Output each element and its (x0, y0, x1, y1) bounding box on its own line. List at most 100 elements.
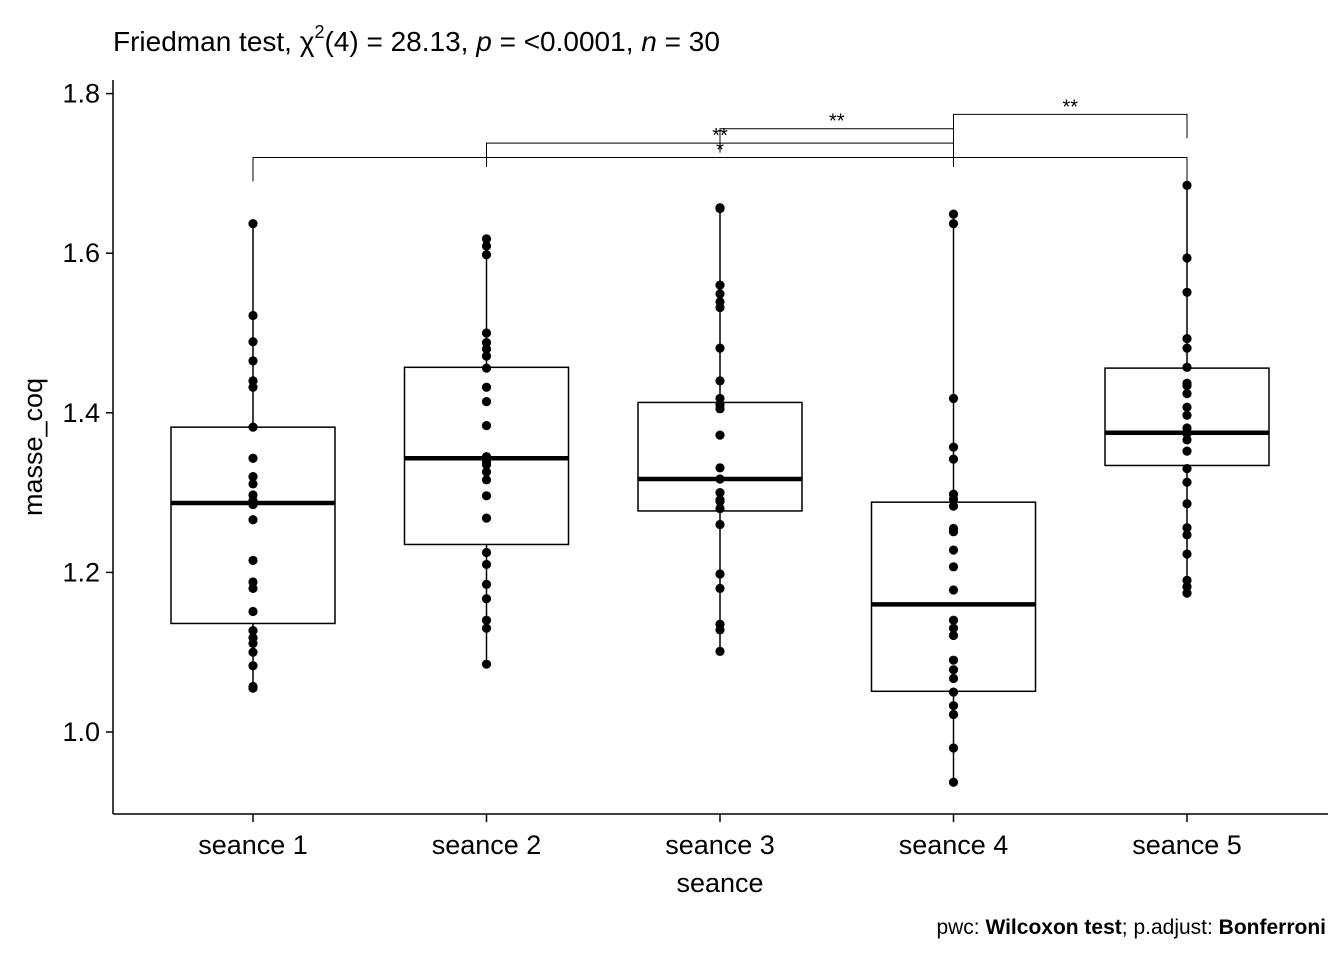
data-point (248, 382, 258, 392)
comparison-bracket (953, 113, 1188, 139)
data-point (481, 579, 492, 589)
data-point (715, 569, 725, 579)
data-point (248, 310, 258, 321)
data-point (248, 453, 258, 463)
data-point (948, 442, 959, 452)
data-point (948, 615, 959, 625)
data-point (1182, 575, 1192, 585)
data-point (248, 555, 258, 566)
data-point (715, 302, 725, 313)
data-point (948, 623, 959, 633)
data-point (1182, 428, 1192, 439)
comparison-bracket (252, 156, 1188, 182)
caption-adjust-method: Bonferroni (1219, 916, 1326, 939)
y-axis-title: masse_coq (18, 378, 48, 516)
y-axis-ticks: 1.0 1.2 1.4 1.6 1.8 (62, 79, 113, 747)
data-point (715, 289, 725, 299)
title-n-symbol: n (641, 26, 657, 57)
comparison-label: ** (829, 111, 845, 133)
data-point (715, 488, 725, 498)
data-point (948, 673, 959, 684)
x-axis-title: seance (676, 868, 763, 898)
chart-title: Friedman test, χ2(4) = 28.13, p = <0.000… (113, 22, 720, 57)
data-point (248, 356, 258, 366)
data-point (481, 594, 492, 604)
data-point (715, 474, 725, 484)
data-point (481, 382, 492, 392)
data-point (948, 494, 959, 504)
data-point (481, 460, 492, 470)
data-point (481, 328, 492, 338)
data-point (948, 501, 959, 511)
data-point (1182, 381, 1192, 391)
title-prefix: Friedman test, (113, 26, 300, 57)
comparison-bracket (719, 128, 954, 153)
data-point (481, 547, 492, 558)
y-tick-label: 1.8 (62, 79, 100, 109)
data-point (1182, 389, 1192, 399)
plot-area (170, 180, 1270, 787)
title-p-symbol: p (475, 26, 492, 57)
data-point (481, 420, 492, 431)
data-point (248, 472, 258, 482)
title-chi-superscript: 2 (314, 22, 324, 42)
data-point (248, 499, 258, 510)
data-point (1182, 180, 1192, 190)
caption-pwc-label: pwc: (936, 916, 985, 939)
data-point (948, 709, 959, 720)
title-p-value: = <0.0001, (492, 26, 641, 57)
data-point (715, 503, 725, 514)
data-point (715, 583, 725, 593)
x-axis-ticks: seance 1 seance 2 seance 3 seance 4 seance 5 (198, 814, 1242, 860)
data-point (948, 687, 959, 697)
data-point (948, 743, 959, 753)
data-point (248, 422, 258, 432)
data-point (1182, 549, 1192, 559)
data-point (1182, 410, 1192, 420)
data-point (948, 585, 959, 595)
data-point (481, 241, 492, 251)
x-tick-label: seance 2 (432, 830, 542, 860)
data-point (248, 577, 258, 587)
data-point (948, 219, 959, 229)
caption-separator: ; p.adjust: (1122, 916, 1219, 939)
data-point (715, 463, 725, 473)
data-point (248, 647, 258, 657)
data-point (481, 513, 492, 523)
data-point (1182, 530, 1192, 540)
data-point (481, 344, 492, 354)
data-point (481, 337, 492, 348)
x-tick-label: seance 4 (899, 830, 1009, 860)
data-point (248, 376, 258, 386)
data-point (715, 343, 725, 353)
data-point (481, 623, 492, 633)
data-point (1182, 287, 1192, 297)
data-point (481, 659, 492, 669)
data-point (1182, 402, 1192, 412)
data-point (948, 209, 959, 219)
data-point (1182, 362, 1192, 372)
y-tick-label: 1.0 (62, 717, 100, 747)
data-point (948, 393, 959, 404)
data-point (715, 625, 725, 635)
data-point (481, 234, 492, 244)
data-point (248, 337, 258, 347)
y-tick-label: 1.6 (62, 238, 100, 268)
data-point (1182, 582, 1192, 592)
title-n-value: = 30 (657, 26, 720, 57)
data-point (948, 701, 959, 711)
x-tick-label: seance 1 (198, 830, 308, 860)
data-point (715, 393, 725, 404)
data-point (248, 638, 258, 649)
x-tick-label: seance 5 (1132, 830, 1242, 860)
data-point (715, 496, 725, 506)
data-point (481, 363, 492, 373)
data-point (715, 519, 725, 530)
data-point (715, 646, 725, 657)
significance-brackets: ******* (252, 96, 1188, 182)
y-tick-label: 1.2 (62, 557, 100, 587)
data-point (1182, 499, 1192, 509)
pwc-caption: pwc: Wilcoxon test; p.adjust: Bonferroni (936, 916, 1326, 939)
data-point (1182, 333, 1192, 344)
